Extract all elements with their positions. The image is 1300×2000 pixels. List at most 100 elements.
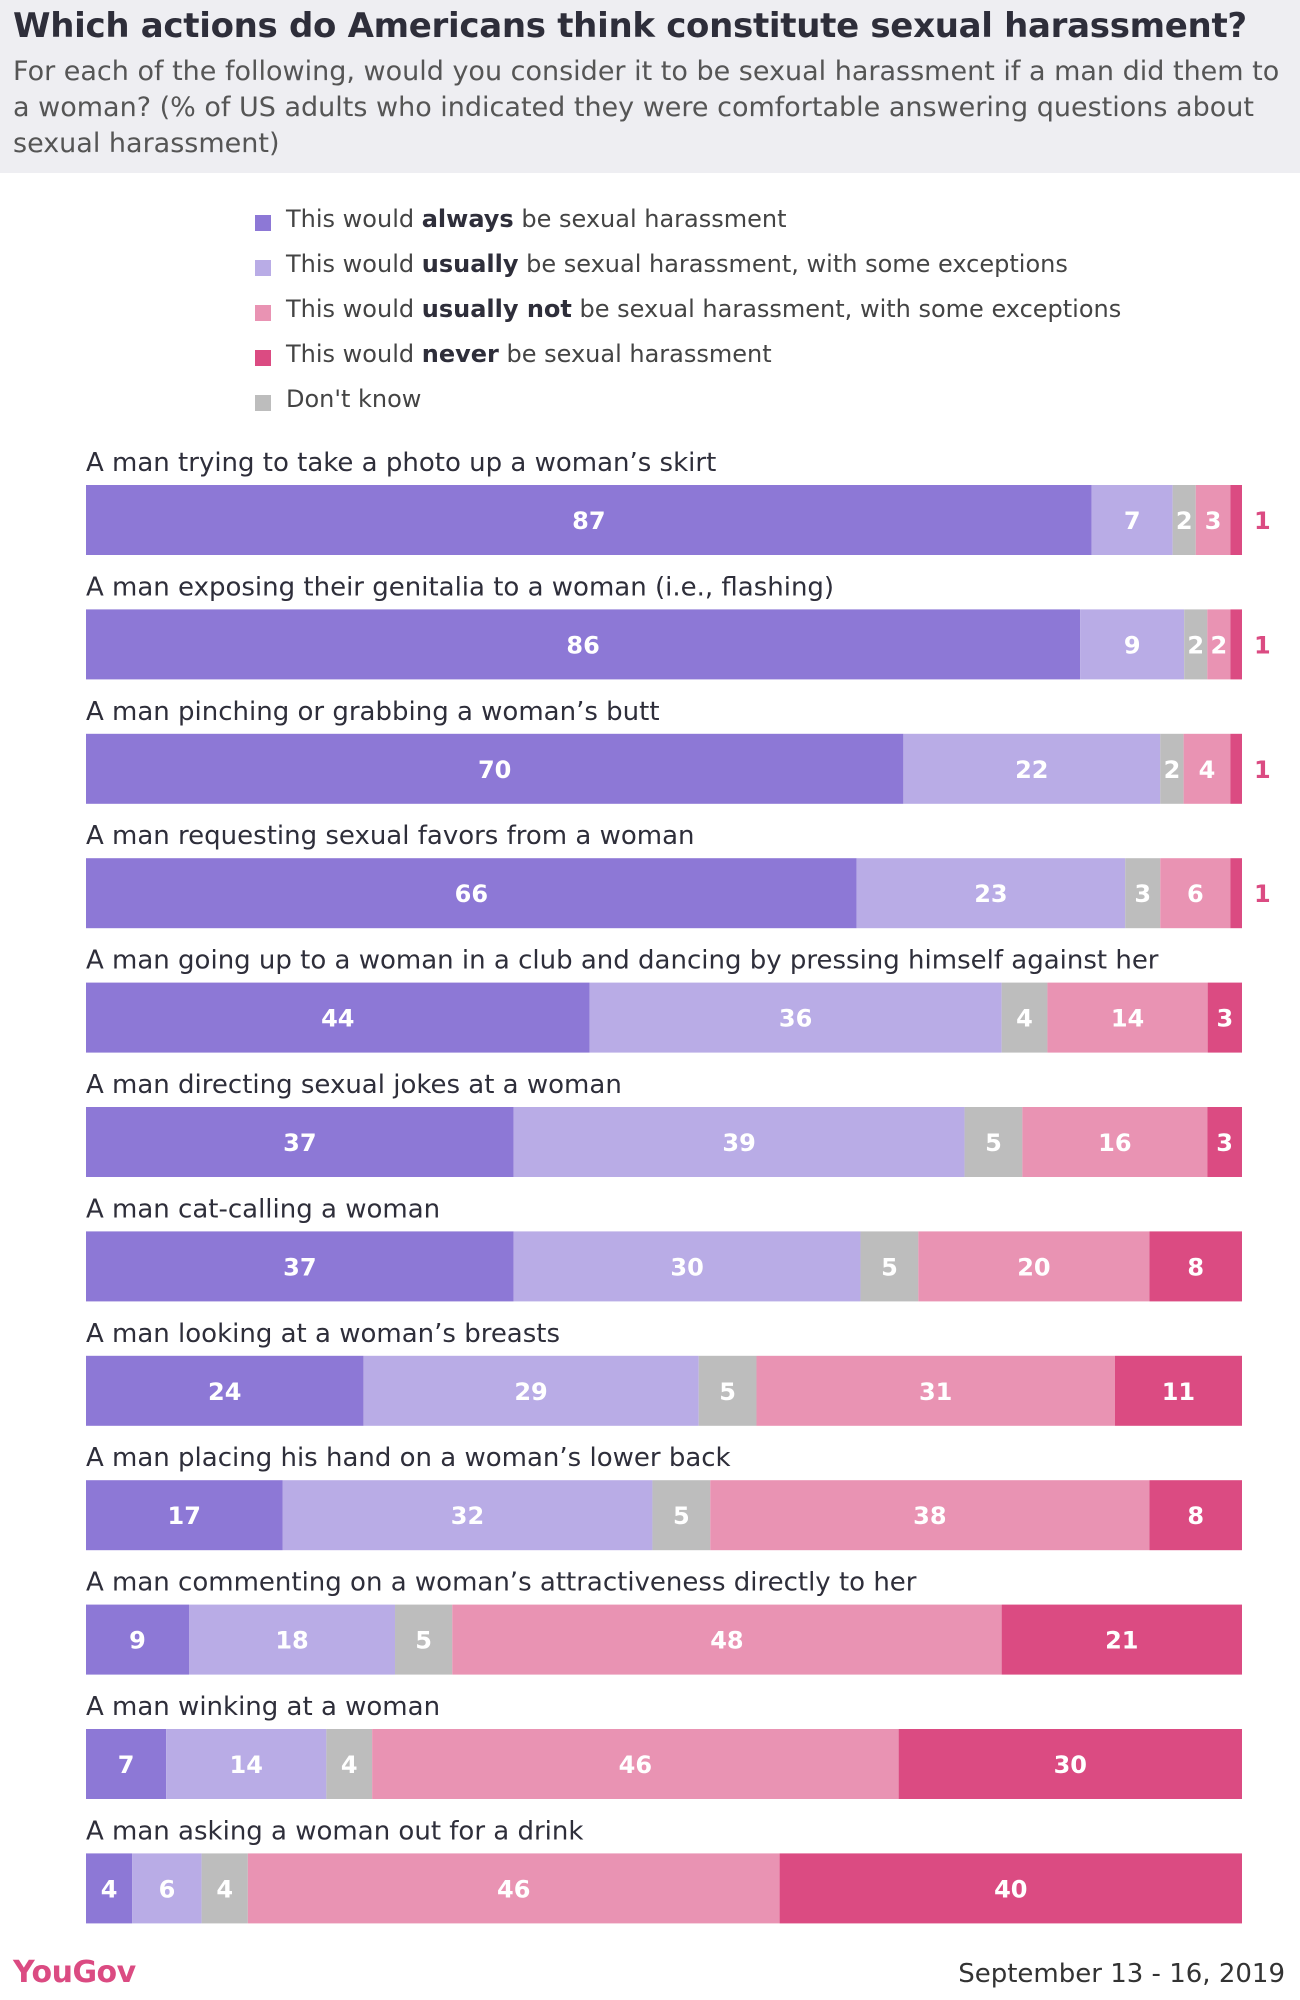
chart-title: Which actions do Americans think constit… xyxy=(13,6,1247,46)
data-label: 30 xyxy=(1054,1751,1087,1779)
row-label: A man exposing their genitalia to a woma… xyxy=(86,572,834,602)
bar-segment xyxy=(1184,609,1208,680)
data-label: 37 xyxy=(283,1129,316,1157)
chart-subtitle: For each of the following, would you con… xyxy=(13,56,1280,159)
chart-row: A man exposing their genitalia to a woma… xyxy=(86,572,1271,680)
legend-swatch xyxy=(255,350,271,366)
bar-segment xyxy=(860,1231,919,1302)
bar-segment xyxy=(1230,733,1242,804)
bar-segment xyxy=(86,1604,190,1675)
bar-segment xyxy=(86,1729,167,1799)
bar-segment xyxy=(86,858,857,929)
data-label: 22 xyxy=(1015,756,1048,784)
bar-segment xyxy=(1001,982,1048,1053)
data-label: 20 xyxy=(1017,1253,1050,1281)
data-label: 46 xyxy=(619,1751,652,1779)
data-label: 9 xyxy=(129,1627,146,1655)
row-label: A man cat-calling a woman xyxy=(86,1194,440,1224)
bar-segment xyxy=(86,733,904,804)
bar-segment xyxy=(1160,858,1231,929)
data-label: 2 xyxy=(1164,756,1181,784)
bar-segment xyxy=(903,733,1161,804)
data-label: 9 xyxy=(1124,631,1141,659)
data-label: 8 xyxy=(1187,1253,1204,1281)
bar-segment xyxy=(1001,1604,1242,1675)
bar-segment xyxy=(1183,733,1231,804)
chart-row: A man going up to a woman in a club and … xyxy=(86,946,1242,1053)
data-label: 2 xyxy=(1176,507,1193,535)
bar-segment xyxy=(452,1604,1002,1675)
bar-segment xyxy=(779,1853,1242,1924)
bar-segment xyxy=(1207,982,1242,1053)
data-label: 5 xyxy=(985,1129,1002,1157)
chart-row: A man looking at a woman’s breasts 24 29 5 3… xyxy=(86,1319,1242,1426)
row-label: A man looking at a woman’s breasts xyxy=(86,1319,560,1349)
data-label: 11 xyxy=(1162,1378,1195,1406)
data-label: 6 xyxy=(159,1875,176,1903)
chart-row: A man pinching or grabbing a woman’s but… xyxy=(86,697,1271,804)
bar-segment xyxy=(189,1604,396,1675)
bar-segment xyxy=(1149,1231,1242,1302)
row-label: A man winking at a woman xyxy=(86,1692,440,1722)
data-label: 30 xyxy=(670,1253,703,1281)
row-label: A man requesting sexual favors from a wo… xyxy=(86,821,695,851)
bar-segment xyxy=(756,1355,1115,1426)
data-label: 4 xyxy=(1016,1005,1033,1033)
row-label: A man directing sexual jokes at a woman xyxy=(86,1070,622,1100)
data-label: 14 xyxy=(230,1751,263,1779)
bar-segment xyxy=(201,1853,248,1924)
chart-row: A man trying to take a photo up a woman’… xyxy=(86,448,1271,555)
data-label: 1 xyxy=(1254,631,1271,659)
data-label: 36 xyxy=(779,1005,812,1033)
row-label: A man pinching or grabbing a woman’s but… xyxy=(86,697,660,727)
bar-segment xyxy=(918,1231,1150,1302)
chart-header: Which actions do Americans think constit… xyxy=(0,0,1300,173)
data-label: 38 xyxy=(913,1502,946,1530)
survey-date: September 13 - 16, 2019 xyxy=(958,1959,1285,1989)
chart-row: A man placing his hand on a woman’s lowe… xyxy=(86,1443,1242,1551)
data-label: 4 xyxy=(1199,756,1216,784)
bar-segment xyxy=(86,1231,514,1302)
data-label: 18 xyxy=(275,1627,308,1655)
data-label: 6 xyxy=(1187,880,1204,908)
data-label: 23 xyxy=(974,880,1007,908)
bar-segment xyxy=(589,982,1002,1053)
row-label: A man commenting on a woman’s attractive… xyxy=(86,1568,917,1598)
legend-label: Don't know xyxy=(286,385,422,413)
legend-swatch xyxy=(255,215,271,231)
legend-label: This would usually not be sexual harassm… xyxy=(286,295,1122,323)
chart-row: A man cat-calling a woman 37 30 5 20 8 xyxy=(86,1194,1242,1302)
bar-segment xyxy=(363,1355,699,1426)
data-label: 5 xyxy=(673,1502,690,1530)
data-label: 7 xyxy=(118,1751,135,1779)
data-label: 16 xyxy=(1098,1129,1131,1157)
bar-segment xyxy=(1080,609,1185,680)
row-label: A man placing his hand on a woman’s lowe… xyxy=(86,1443,731,1473)
bar-segment xyxy=(1207,609,1231,680)
bar-segment xyxy=(86,1355,364,1426)
legend-swatch xyxy=(255,260,271,276)
data-label: 39 xyxy=(722,1129,755,1157)
legend-label: This would never be sexual harassment xyxy=(286,340,772,368)
bar-segment xyxy=(86,609,1081,680)
bar-segment xyxy=(710,1480,1150,1551)
data-label: 14 xyxy=(1111,1005,1144,1033)
data-label: 3 xyxy=(1134,880,1151,908)
bar-segment xyxy=(513,1231,861,1302)
data-label: 17 xyxy=(168,1502,201,1530)
data-label: 5 xyxy=(719,1378,736,1406)
bar-segment xyxy=(856,858,1126,929)
data-label: 5 xyxy=(415,1627,432,1655)
bar-segment xyxy=(166,1729,327,1799)
bar-segment xyxy=(1091,485,1173,555)
bar-segment xyxy=(86,982,590,1053)
data-label: 86 xyxy=(566,631,599,659)
data-label: 2 xyxy=(1187,631,1204,659)
chart-row: A man requesting sexual favors from a wo… xyxy=(86,821,1271,929)
bar-segment xyxy=(513,1107,965,1177)
bar-segment xyxy=(395,1604,453,1675)
data-label: 2 xyxy=(1211,631,1228,659)
data-label: 4 xyxy=(216,1875,233,1903)
